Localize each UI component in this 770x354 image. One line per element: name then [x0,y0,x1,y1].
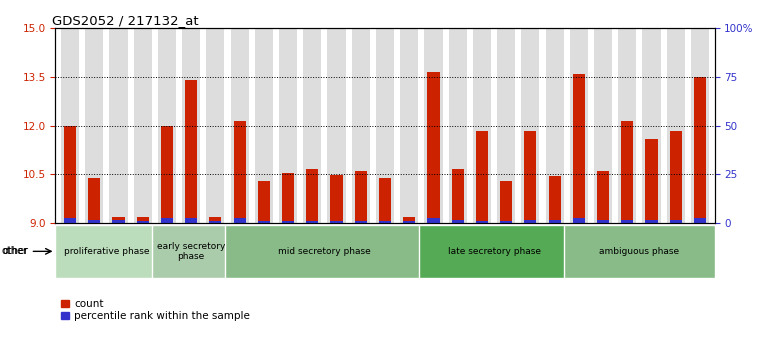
Bar [621,220,634,223]
Bar [233,218,246,223]
Bar [427,218,440,223]
Bar [500,181,512,223]
Bar [306,221,318,223]
Bar [209,221,222,223]
Bar [330,221,343,223]
Bar [306,170,318,223]
Bar [85,28,103,223]
Bar [691,28,709,223]
Bar [258,181,270,223]
Bar [352,28,370,223]
Bar [230,28,249,223]
Bar [452,170,464,223]
Bar [152,225,230,278]
Bar [88,220,100,223]
Bar [206,28,225,223]
Bar [161,218,173,223]
Text: early secretory
phase: early secretory phase [157,242,226,261]
Bar [427,72,440,223]
Bar [376,28,394,223]
Bar [645,220,658,223]
Bar [670,220,682,223]
Bar [136,217,149,223]
Bar [330,175,343,223]
Bar [279,28,297,223]
Bar [500,221,512,223]
Bar [136,221,149,223]
Bar [667,28,685,223]
Bar [403,221,415,223]
Bar [55,225,157,278]
Bar [452,220,464,223]
Bar [645,139,658,223]
Text: ambiguous phase: ambiguous phase [599,247,679,256]
Bar [694,77,706,223]
Bar [597,171,609,223]
Bar [573,74,585,223]
Bar [209,217,222,223]
Bar [185,218,197,223]
Bar [473,28,491,223]
Bar [642,28,661,223]
Bar [258,221,270,223]
Bar [379,221,391,223]
Bar [548,220,561,223]
Bar [618,28,637,223]
Text: mid secretory phase: mid secretory phase [278,247,371,256]
Bar [545,28,564,223]
Bar [355,171,367,223]
Bar [403,217,415,223]
Bar [255,28,273,223]
Bar [497,28,515,223]
Bar [594,28,612,223]
Legend: count, percentile rank within the sample: count, percentile rank within the sample [61,299,250,321]
Bar [424,28,443,223]
Bar [64,126,76,223]
Bar [449,28,467,223]
Bar [161,126,173,223]
Text: other: other [2,246,28,256]
Bar [476,221,488,223]
Bar [282,173,294,223]
Bar [548,176,561,223]
Bar [61,28,79,223]
Bar [355,221,367,223]
Text: proliferative phase: proliferative phase [64,247,149,256]
Bar [597,220,609,223]
Bar [185,80,197,223]
Bar [573,218,585,223]
Bar [109,28,128,223]
Bar [133,28,152,223]
Bar [570,28,588,223]
Bar [112,217,125,223]
Bar [88,178,100,223]
Bar [303,28,321,223]
Bar [379,178,391,223]
Text: late secretory phase: late secretory phase [447,247,541,256]
Text: other: other [3,246,28,256]
Bar [670,131,682,223]
Bar [524,131,537,223]
Bar [158,28,176,223]
Bar [233,121,246,223]
Bar [564,225,715,278]
Bar [225,225,424,278]
Bar [524,220,537,223]
Bar [419,225,569,278]
Bar [64,218,76,223]
Text: GDS2052 / 217132_at: GDS2052 / 217132_at [52,14,199,27]
Bar [694,218,706,223]
Bar [327,28,346,223]
Bar [282,221,294,223]
Bar [476,131,488,223]
Bar [112,220,125,223]
Bar [521,28,540,223]
Bar [621,121,634,223]
Bar [182,28,200,223]
Bar [400,28,418,223]
